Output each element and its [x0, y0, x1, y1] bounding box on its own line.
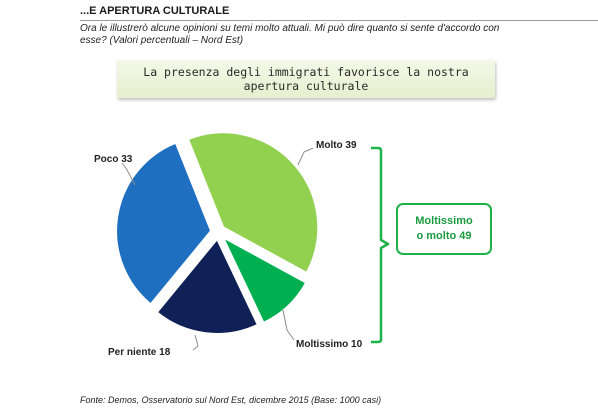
source-note: Fonte: Demos, Osservatorio sul Nord Est,… — [80, 395, 382, 405]
pie-slice-per-niente — [155, 237, 260, 335]
pie-slice-molto — [186, 131, 320, 275]
combined-total-callout: Moltissimo o molto 49 — [396, 203, 492, 255]
slice-label-per-niente: Per niente 18 — [108, 347, 171, 358]
pie-slice-poco — [115, 141, 213, 306]
slice-label-molto: Molto 39 — [316, 140, 357, 151]
title-underline — [80, 20, 598, 21]
leader-per-niente — [192, 334, 199, 351]
statement-banner: La presenza degli immigrati favorisce la… — [117, 60, 495, 98]
leader-moltissimo — [282, 309, 295, 341]
page-title: ...E APERTURA CULTURALE — [80, 5, 230, 17]
leader-molto — [297, 147, 314, 166]
slice-label-poco: Poco 33 — [94, 154, 133, 165]
group-bracket — [371, 146, 390, 344]
leader-poco — [121, 162, 136, 186]
pie-slice-moltissimo — [220, 234, 308, 325]
slice-label-moltissimo: Moltissimo 10 — [296, 339, 363, 350]
question-text: Ora le illustrerò alcune opinioni su tem… — [80, 23, 500, 46]
